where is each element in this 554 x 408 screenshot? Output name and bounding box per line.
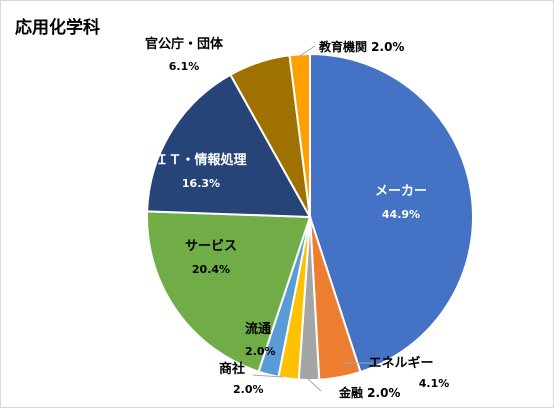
leader-line <box>252 374 284 378</box>
slice-value-label: 2.0% <box>245 345 276 358</box>
slice-label: 官公庁・団体 <box>145 36 224 52</box>
slice-value-label: 4.1% <box>419 377 450 390</box>
slice-value-label: 6.1% <box>169 60 200 73</box>
slice-value-label: 16.3% <box>182 177 220 190</box>
slice-label: 教育機関 2.0% <box>318 39 404 54</box>
slice-value-label: 44.9% <box>382 208 420 221</box>
pie-slice <box>146 210 312 373</box>
slice-label: 金融 2.0% <box>338 385 400 400</box>
slice-label: 流通 <box>245 321 271 337</box>
slice-label: サービス <box>185 238 237 254</box>
pie-slice <box>146 73 312 219</box>
slice-value-label: 2.0% <box>233 383 264 396</box>
slice-label: ＩＴ・情報処理 <box>155 152 246 168</box>
pie-slice <box>309 52 474 374</box>
leader-line <box>297 45 316 58</box>
slice-label: エネルギー <box>368 355 433 371</box>
slice-value-label: 20.4% <box>192 263 230 276</box>
slice-label: メーカー <box>375 184 427 199</box>
chart-title: 応用化学科 <box>15 18 100 38</box>
leader-line <box>307 378 322 392</box>
slice-label: 商社 <box>219 361 245 377</box>
pie-slice <box>288 52 311 218</box>
